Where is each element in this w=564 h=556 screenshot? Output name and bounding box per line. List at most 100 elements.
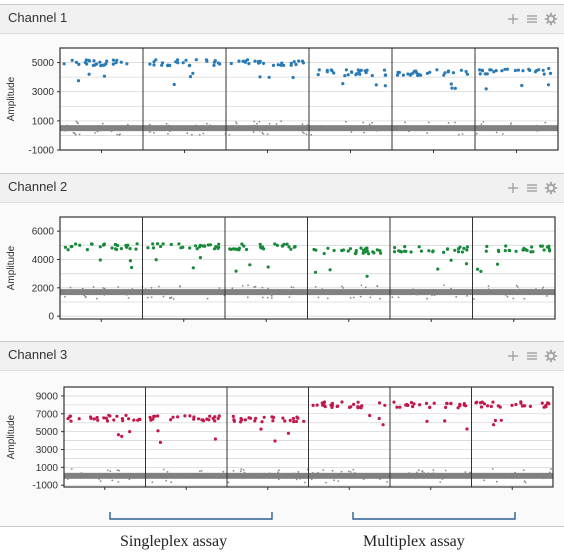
- positive-droplet: [409, 400, 413, 405]
- positive-droplet: [172, 82, 176, 87]
- positive-droplet: [495, 262, 500, 266]
- negative-droplet: [118, 134, 120, 136]
- negative-droplet: [189, 473, 192, 476]
- positive-droplet: [176, 58, 180, 62]
- negative-droplet: [109, 470, 112, 472]
- positive-droplet: [198, 245, 202, 249]
- singleplex-label: Singleplex assay: [120, 533, 228, 550]
- plot-frame: [59, 216, 556, 320]
- negative-droplet: [504, 294, 507, 296]
- positive-droplet: [332, 71, 336, 75]
- negative-droplet: [96, 476, 99, 478]
- negative-droplet: [177, 292, 180, 294]
- negative-droplet: [72, 131, 75, 134]
- positive-droplet: [231, 414, 235, 418]
- negative-droplet: [242, 469, 245, 471]
- positive-droplet: [464, 262, 469, 266]
- positive-droplet: [213, 419, 217, 423]
- negative-droplet: [252, 131, 255, 134]
- negative-droplet: [364, 286, 367, 289]
- negative-droplet: [310, 133, 313, 136]
- negative-droplet: [464, 472, 466, 475]
- negative-droplet: [231, 287, 234, 290]
- positive-droplet: [361, 248, 366, 252]
- well-label: B04: [177, 371, 195, 374]
- positive-droplet: [94, 62, 99, 66]
- positive-droplet: [126, 243, 130, 247]
- well-label: C04: [259, 371, 278, 374]
- gear-icon[interactable]: [544, 180, 558, 196]
- plus-icon[interactable]: [506, 348, 520, 364]
- positive-droplet: [110, 246, 114, 250]
- negative-droplet: [124, 475, 127, 478]
- negative-droplet: [461, 133, 464, 135]
- menu-icon[interactable]: [525, 11, 539, 27]
- negative-droplet: [379, 297, 381, 300]
- negative-droplet: [332, 125, 335, 127]
- positive-droplet: [116, 433, 120, 437]
- negative-droplet: [326, 126, 329, 128]
- positive-droplet: [286, 431, 290, 435]
- positive-droplet: [374, 83, 378, 87]
- negative-droplet: [359, 295, 362, 298]
- negative-droplet: [334, 125, 337, 127]
- positive-droplet: [326, 246, 330, 250]
- positive-droplet: [92, 59, 96, 63]
- plus-icon[interactable]: [506, 180, 520, 196]
- negative-droplet: [270, 292, 273, 295]
- negative-droplet: [369, 291, 371, 293]
- menu-icon[interactable]: [525, 180, 539, 196]
- positive-droplet: [289, 247, 293, 251]
- positive-droplet: [102, 243, 106, 247]
- negative-droplet: [406, 128, 409, 131]
- positive-droplet: [288, 418, 292, 422]
- well-label: C03: [503, 371, 522, 374]
- negative-droplet: [325, 481, 327, 484]
- positive-droplet: [70, 244, 74, 249]
- negative-droplet: [299, 477, 301, 480]
- negative-droplet: [506, 295, 509, 298]
- negative-droplet: [209, 124, 212, 127]
- positive-droplet: [379, 251, 383, 255]
- positive-droplet: [443, 419, 447, 423]
- y-tick-label: 5000: [36, 427, 59, 438]
- negative-droplet: [512, 297, 515, 300]
- positive-droplet: [348, 247, 352, 251]
- negative-droplet: [363, 131, 365, 134]
- menu-icon[interactable]: [525, 348, 539, 364]
- negative-droplet: [548, 471, 551, 474]
- negative-droplet: [223, 474, 226, 477]
- negative-droplet: [216, 475, 218, 478]
- gear-icon[interactable]: [544, 11, 558, 27]
- negative-droplet: [429, 289, 432, 292]
- y-tick-label: 7000: [36, 409, 59, 420]
- negative-droplet: [310, 478, 313, 481]
- positive-droplet: [397, 249, 401, 253]
- positive-droplet: [276, 63, 280, 67]
- positive-droplet: [78, 243, 82, 247]
- gear-icon[interactable]: [544, 348, 558, 364]
- positive-droplet: [503, 67, 507, 71]
- plus-icon[interactable]: [506, 11, 520, 27]
- positive-droplet: [159, 244, 163, 249]
- negative-droplet: [253, 124, 255, 127]
- positive-droplet: [494, 69, 498, 73]
- negative-droplet: [268, 472, 271, 475]
- positive-droplet: [432, 401, 436, 405]
- well-label: A04: [340, 203, 358, 206]
- negative-droplet: [289, 475, 291, 478]
- negative-droplet: [350, 131, 353, 133]
- positive-droplet: [243, 418, 247, 422]
- positive-droplet: [361, 251, 365, 255]
- panel-toolbar: [506, 346, 558, 366]
- positive-droplet: [154, 258, 158, 262]
- positive-droplet: [120, 417, 124, 421]
- negative-droplet: [261, 286, 264, 289]
- positive-droplet: [152, 414, 156, 418]
- positive-droplet: [188, 414, 192, 418]
- positive-droplet: [282, 63, 286, 67]
- positive-droplet: [465, 72, 469, 76]
- positive-droplet: [364, 71, 368, 75]
- positive-droplet: [66, 248, 70, 252]
- positive-droplet: [383, 84, 387, 88]
